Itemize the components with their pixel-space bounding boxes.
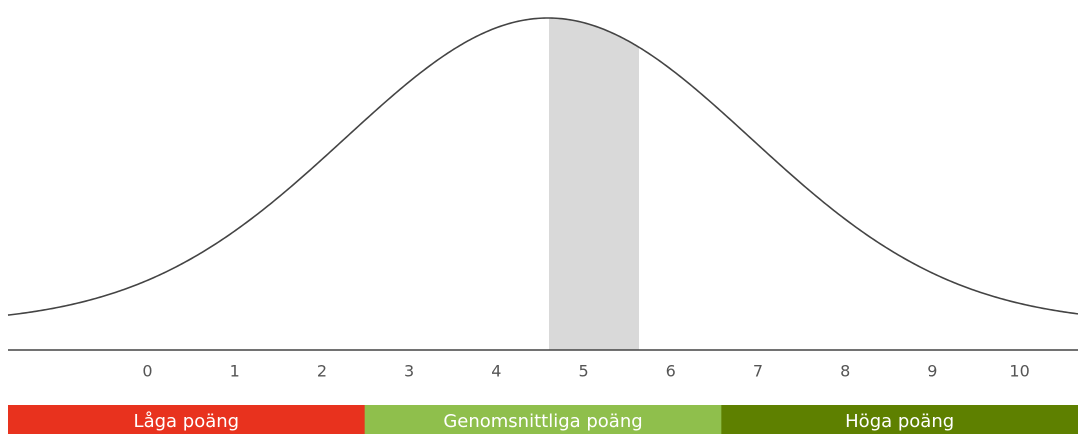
- band-label: Höga poäng: [845, 411, 954, 432]
- highlight: [549, 18, 639, 350]
- band-label: Genomsnittliga poäng: [443, 411, 642, 432]
- x-tick-label: 4: [491, 362, 501, 381]
- x-tick-label: 6: [666, 362, 676, 381]
- bell-curve: [7, 17, 1078, 316]
- x-tick-label: 0: [142, 362, 152, 381]
- x-tick-label: 2: [317, 362, 327, 381]
- x-tick-label: 3: [404, 362, 414, 381]
- x-tick-label: 1: [230, 362, 240, 381]
- x-tick-label: 9: [927, 362, 937, 381]
- band: [8, 405, 366, 434]
- x-tick-label: 7: [753, 362, 763, 381]
- band: [721, 405, 1078, 434]
- x-tick-label: 8: [840, 362, 850, 381]
- band-label: Låga poäng: [134, 411, 240, 432]
- x-tick-label: 10: [1009, 362, 1029, 381]
- band: [364, 405, 722, 434]
- x-tick-label: 5: [578, 362, 588, 381]
